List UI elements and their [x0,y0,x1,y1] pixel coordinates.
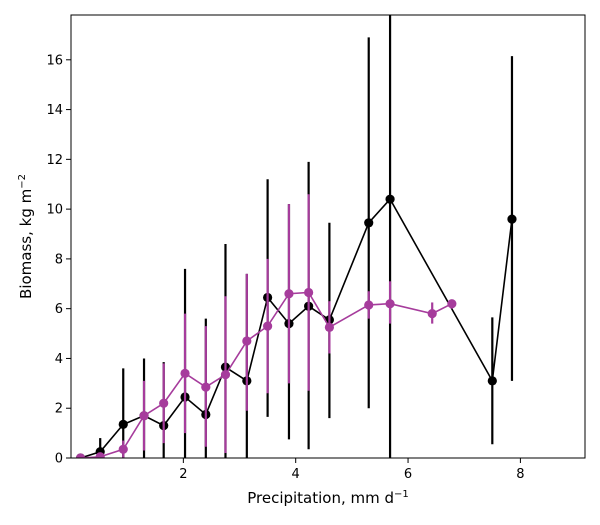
data-point [118,419,128,430]
plot-frame [70,14,586,459]
series-2 [75,194,457,458]
data-point [487,376,497,386]
data-point [118,444,128,454]
data-point [385,194,395,204]
y-tick-label: 12 [46,153,63,168]
data-point [220,370,231,380]
x-axis-label-text: Precipitation, mm d [247,489,394,507]
y-tick-label: 4 [55,352,63,367]
data-point [242,336,252,346]
data-point [427,309,437,319]
x-axis-label-unit: −1 [394,489,409,500]
x-tick-label: 2 [179,467,187,482]
x-tick-label: 8 [516,467,524,482]
y-tick-label: 8 [55,252,63,267]
data-point [385,299,395,309]
data-point [284,289,294,299]
series-1 [75,15,517,458]
data-point [304,287,314,298]
y-axis-label-unit: −2 [17,174,28,189]
data-point [364,300,374,310]
chart-marks [75,15,517,458]
data-point [139,411,149,421]
data-point [447,299,457,309]
x-tick-label: 6 [404,467,412,482]
y-tick-label: 0 [55,452,63,467]
data-point [180,368,190,378]
data-point [201,382,211,392]
data-point [95,452,105,458]
y-axis-label: Biomass, kg m−2 [17,174,35,299]
data-point [507,214,517,224]
y-tick-label: 10 [46,203,63,218]
y-tick-label: 16 [46,53,63,68]
series-line [80,291,453,458]
y-tick-label: 2 [55,402,63,417]
y-axis-ticks: 0 2 4 6 8 10 12 14 16 [46,53,71,467]
data-point [324,322,335,332]
data-point [364,218,374,228]
y-tick-label: 6 [55,302,63,317]
data-point [159,398,169,408]
data-point [75,453,86,458]
y-axis-label-text: Biomass, kg m [17,189,35,299]
x-axis-ticks: 2 4 6 8 [179,458,525,482]
data-point [263,321,273,331]
x-tick-label: 4 [292,467,300,482]
y-tick-label: 14 [46,103,63,118]
x-axis-label: Precipitation, mm d−1 [247,489,409,507]
